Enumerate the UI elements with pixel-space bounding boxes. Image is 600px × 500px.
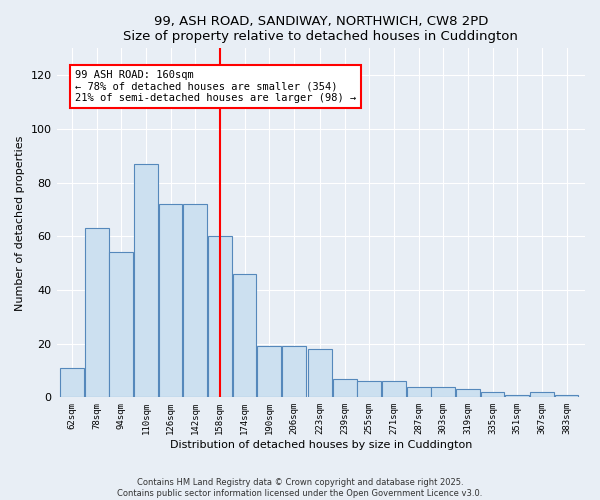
Bar [183, 204, 207, 398]
Bar [333, 378, 356, 398]
Bar [505, 394, 529, 398]
Bar [233, 274, 256, 398]
Bar [257, 346, 281, 398]
Bar [554, 394, 578, 398]
Bar [158, 204, 182, 398]
Y-axis label: Number of detached properties: Number of detached properties [15, 135, 25, 310]
Bar [85, 228, 109, 398]
Bar [456, 390, 480, 398]
Text: Contains HM Land Registry data © Crown copyright and database right 2025.
Contai: Contains HM Land Registry data © Crown c… [118, 478, 482, 498]
X-axis label: Distribution of detached houses by size in Cuddington: Distribution of detached houses by size … [170, 440, 472, 450]
Bar [109, 252, 133, 398]
Bar [481, 392, 505, 398]
Bar [530, 392, 554, 398]
Text: 99 ASH ROAD: 160sqm
← 78% of detached houses are smaller (354)
21% of semi-detac: 99 ASH ROAD: 160sqm ← 78% of detached ho… [75, 70, 356, 103]
Bar [308, 349, 332, 398]
Bar [407, 386, 431, 398]
Bar [358, 381, 381, 398]
Bar [382, 381, 406, 398]
Bar [134, 164, 158, 398]
Bar [60, 368, 84, 398]
Bar [208, 236, 232, 398]
Bar [282, 346, 306, 398]
Title: 99, ASH ROAD, SANDIWAY, NORTHWICH, CW8 2PD
Size of property relative to detached: 99, ASH ROAD, SANDIWAY, NORTHWICH, CW8 2… [124, 15, 518, 43]
Bar [431, 386, 455, 398]
